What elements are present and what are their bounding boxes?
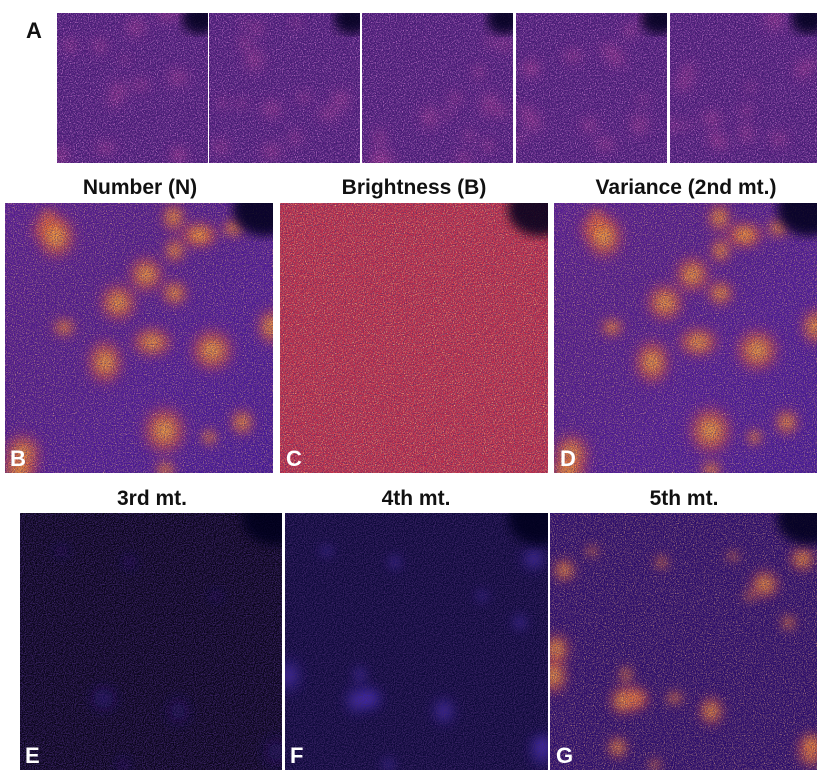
panel-title: 4th mt. bbox=[382, 487, 451, 510]
panel-label: E bbox=[25, 743, 40, 768]
image-noise-dark bbox=[516, 13, 667, 163]
image-panel bbox=[271, 493, 572, 770]
image-noise-dark bbox=[362, 13, 513, 163]
panel-label: F bbox=[290, 743, 303, 768]
panel-label: C bbox=[286, 446, 302, 471]
image-noise-dark bbox=[209, 13, 360, 163]
image-content bbox=[362, 4, 523, 178]
panel-label: A bbox=[26, 18, 42, 43]
image-noise-dark bbox=[670, 13, 817, 163]
panel-label: B bbox=[10, 446, 26, 471]
image-content bbox=[208, 4, 370, 164]
image-panel bbox=[48, 3, 218, 171]
image-panel bbox=[510, 4, 677, 163]
image-noise-dark bbox=[280, 203, 548, 473]
image-content bbox=[663, 0, 817, 163]
image-panel bbox=[20, 493, 305, 770]
panel-title: Brightness (B) bbox=[342, 176, 487, 199]
image-content bbox=[510, 4, 677, 163]
image-noise-dark bbox=[554, 203, 817, 473]
panel-label: G bbox=[556, 743, 573, 768]
image-content bbox=[271, 493, 572, 770]
image-noise-dark bbox=[5, 203, 273, 473]
panel-label: D bbox=[560, 446, 576, 471]
image-content bbox=[536, 493, 817, 770]
image-panel bbox=[663, 0, 817, 163]
image-panel bbox=[536, 493, 817, 770]
image-content bbox=[0, 182, 297, 489]
image-content bbox=[545, 182, 817, 489]
image-panel bbox=[362, 4, 523, 178]
image-noise-dark bbox=[57, 13, 208, 163]
page: {"figure": { "row_a": {"label": "A"}, "p… bbox=[0, 0, 817, 770]
image-layer bbox=[0, 0, 817, 770]
image-noise-dark bbox=[20, 513, 282, 770]
image-content bbox=[48, 3, 218, 171]
image-noise-dark bbox=[550, 513, 817, 770]
image-content bbox=[280, 182, 572, 473]
image-panel bbox=[545, 182, 817, 489]
panel-title: Number (N) bbox=[83, 176, 197, 199]
image-noise-dark bbox=[285, 513, 548, 770]
image-panel bbox=[280, 182, 572, 473]
image-panel bbox=[0, 182, 297, 489]
panel-title: 5th mt. bbox=[650, 487, 719, 510]
panel-title: 3rd mt. bbox=[117, 487, 187, 510]
panel-title: Variance (2nd mt.) bbox=[596, 176, 777, 199]
figure: A Number (N) Brightness (B) Variance (2n… bbox=[0, 0, 817, 770]
image-panel bbox=[208, 4, 370, 164]
image-content bbox=[20, 493, 305, 770]
